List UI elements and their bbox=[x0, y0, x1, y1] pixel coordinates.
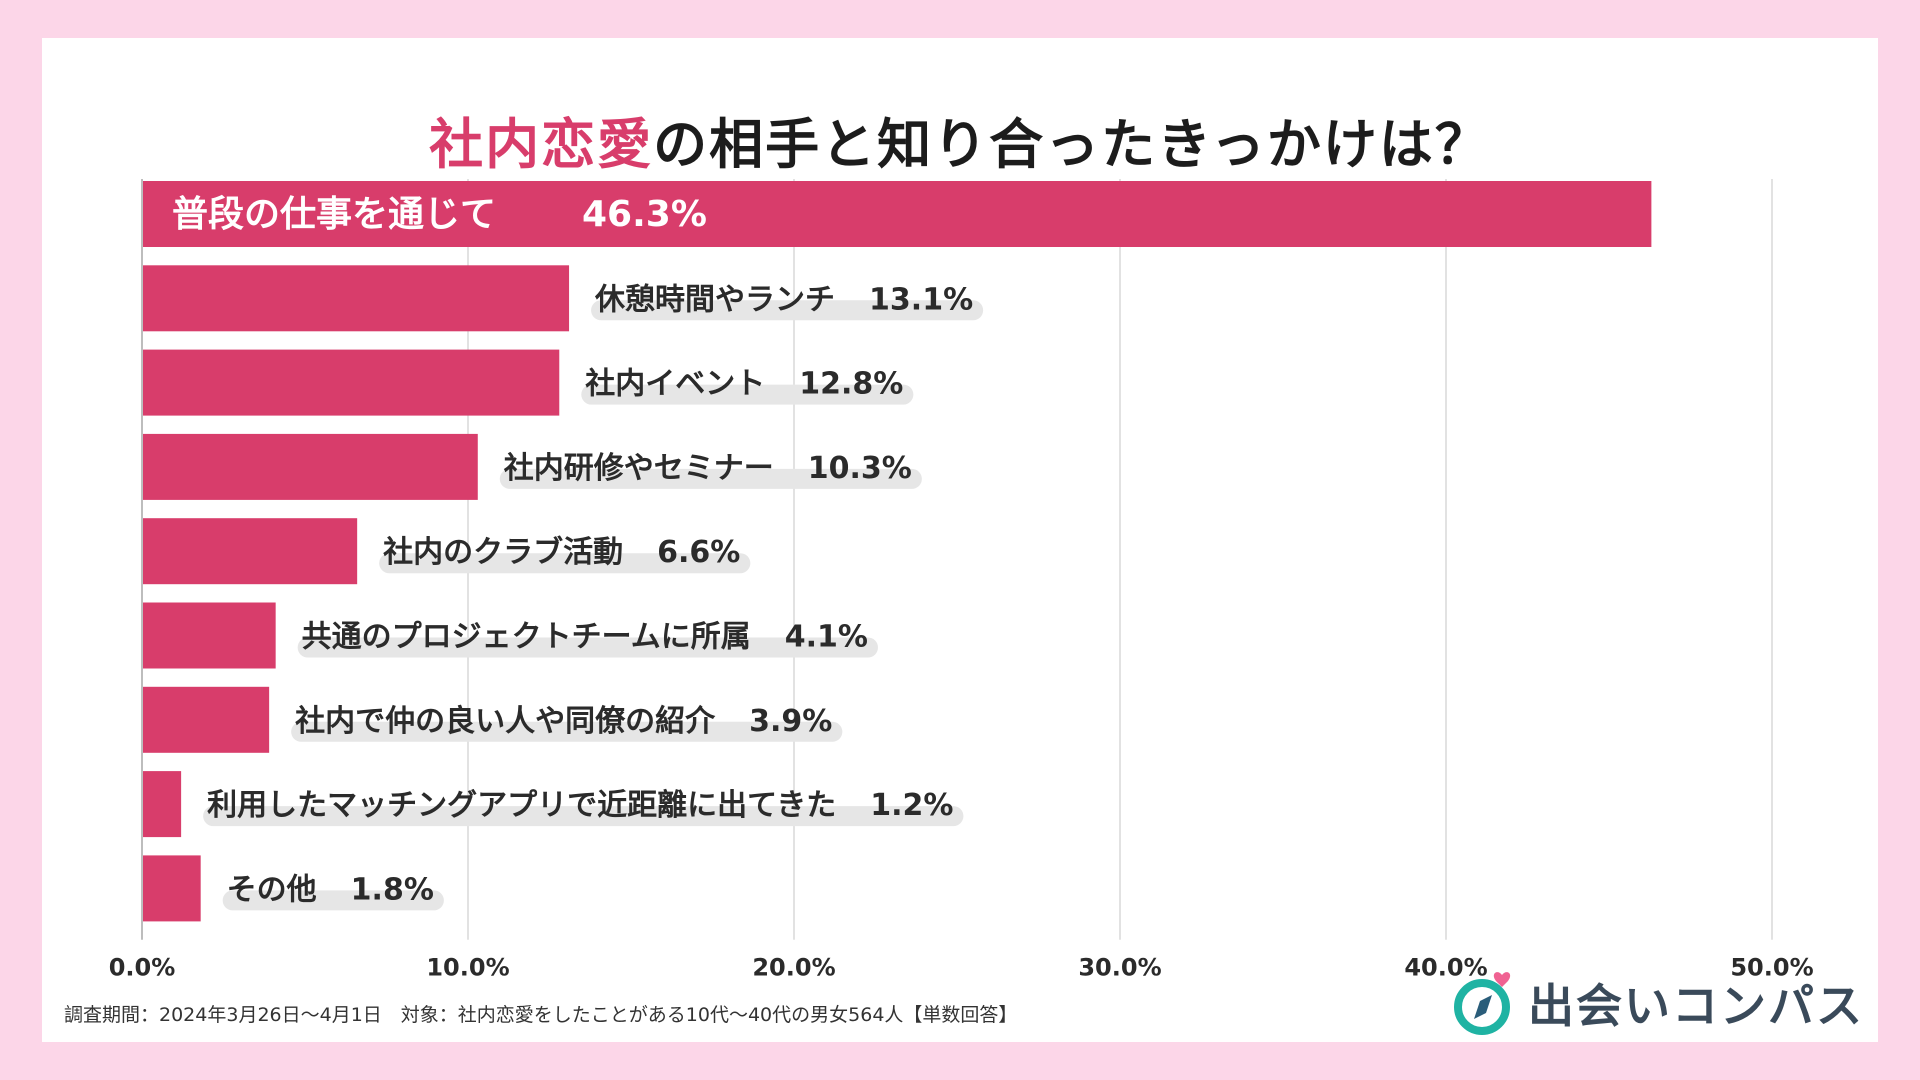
label-highlight bbox=[379, 553, 751, 574]
bar bbox=[142, 518, 358, 585]
bar-value-label: 6.6% bbox=[657, 535, 740, 570]
bar-category-label: 普段の仕事を通じて bbox=[172, 194, 496, 235]
label-highlight bbox=[297, 637, 878, 658]
bar-category-label: 休憩時間やランチ bbox=[594, 282, 835, 317]
x-tick-label: 40.0% bbox=[1404, 954, 1487, 982]
bar-category-label: 社内イベント bbox=[585, 367, 765, 402]
chart-card: 社内恋愛の相手と知り合ったきっかけは？ 普段の仕事を通じて 46.3% 休憩時間やラ… bbox=[42, 38, 1878, 1042]
footnote: 調査期間：2024年3月26日～4月1日 対象：社内恋愛をしたことがある10代～… bbox=[64, 1004, 1018, 1026]
x-tick-label: 30.0% bbox=[1078, 954, 1161, 982]
bar-label-group: 社内で仲の良い人や同僚の紹介 3.9% bbox=[291, 704, 843, 742]
label-highlight bbox=[291, 721, 843, 742]
title-rest: の相手と知り合ったきっかけは？ bbox=[653, 113, 1491, 176]
bar-value-label: 1.8% bbox=[351, 872, 434, 907]
bar-value-label: 13.1% bbox=[869, 282, 973, 317]
x-tick-label: 20.0% bbox=[752, 954, 835, 982]
bar bbox=[142, 855, 201, 922]
bar-label-group: 社内のクラブ活動 6.6% bbox=[379, 535, 751, 574]
bar bbox=[142, 433, 478, 500]
bar-category-label: 利用したマッチングアプリで近距離に出てきた bbox=[207, 788, 836, 823]
label-highlight bbox=[222, 890, 444, 911]
label-highlight bbox=[203, 806, 964, 827]
title-highlight: 社内恋愛 bbox=[429, 113, 654, 176]
bar-label-group: 社内研修やセミナー 10.3% bbox=[499, 451, 922, 489]
bar-value-label: 10.3% bbox=[808, 451, 912, 486]
bar-chart: 普段の仕事を通じて 46.3%休憩時間やランチ 13.1%社内イベント 12.8%社内… bbox=[109, 179, 1814, 982]
x-tick-label: 50.0% bbox=[1730, 954, 1813, 982]
bar-category-label: 社内のクラブ活動 bbox=[383, 535, 623, 570]
bar bbox=[142, 686, 270, 753]
x-tick-label: 0.0% bbox=[109, 954, 176, 982]
brand-logo: 出会いコンパス bbox=[1452, 968, 1864, 1038]
bar-value-label: 1.2% bbox=[870, 788, 953, 823]
bar-label-group: 社内イベント 12.8% bbox=[581, 367, 914, 405]
bar-label-group: 利用したマッチングアプリで近距離に出てきた 1.2% bbox=[203, 788, 964, 827]
x-tick-label: 10.0% bbox=[426, 954, 509, 982]
logo-text: 出会いコンパス bbox=[1528, 979, 1864, 1033]
label-highlight bbox=[591, 300, 984, 321]
compass-heart-icon bbox=[1452, 969, 1520, 1037]
label-highlight bbox=[581, 384, 914, 405]
bar bbox=[142, 265, 570, 332]
bar-category-label: 社内研修やセミナー bbox=[504, 451, 774, 486]
bar bbox=[142, 181, 1652, 247]
chart-title: 社内恋愛の相手と知り合ったきっかけは？ bbox=[42, 100, 1878, 179]
bar-label-group: 休憩時間やランチ 13.1% bbox=[591, 282, 984, 321]
bar bbox=[142, 771, 182, 838]
label-highlight bbox=[499, 468, 922, 489]
bar-value-label: 46.3% bbox=[582, 194, 707, 235]
bar-category-label: その他 bbox=[227, 872, 317, 907]
bar-value-label: 3.9% bbox=[749, 704, 832, 739]
bar-category-label: 共通のプロジェクトチームに所属 bbox=[302, 620, 751, 655]
bar-label-group: 共通のプロジェクトチームに所属 4.1% bbox=[297, 620, 878, 658]
bar bbox=[142, 602, 276, 669]
bar-value-label: 4.1% bbox=[785, 620, 868, 655]
bar-category-label: 社内で仲の良い人や同僚の紹介 bbox=[295, 704, 716, 739]
bar-label-group: その他 1.8% bbox=[222, 872, 444, 911]
bar-value-label: 12.8% bbox=[799, 367, 903, 402]
bar bbox=[142, 349, 560, 416]
